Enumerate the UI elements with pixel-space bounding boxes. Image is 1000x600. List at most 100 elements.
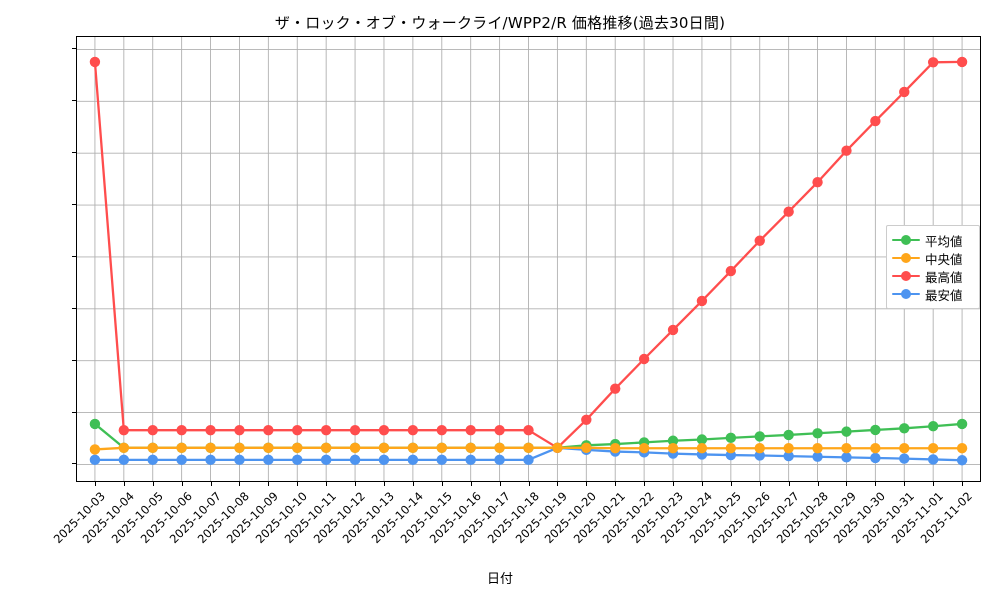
x-axis-tick-mark xyxy=(412,482,414,486)
series-point xyxy=(494,454,505,466)
legend-item[interactable]: 平均値 xyxy=(892,231,973,249)
legend-item-label: 中央値 xyxy=(925,251,963,267)
series-point xyxy=(581,442,592,453)
series-point xyxy=(927,57,939,68)
y-axis-tick-mark xyxy=(72,152,76,154)
series-point xyxy=(667,435,679,446)
series-point xyxy=(956,418,968,430)
series-point xyxy=(349,454,361,466)
series-point xyxy=(899,86,910,98)
series-point xyxy=(899,443,910,454)
y-axis-tick-mark xyxy=(72,307,76,309)
series-point xyxy=(378,442,390,453)
x-axis-tick-mark xyxy=(788,482,790,486)
series-point xyxy=(841,452,852,463)
plot-svg xyxy=(77,37,980,481)
x-axis-tick-mark xyxy=(933,482,935,486)
series-point xyxy=(870,424,881,436)
series-point xyxy=(494,424,505,436)
x-axis-tick-mark xyxy=(210,482,212,486)
legend-marker-icon xyxy=(892,251,920,265)
series-point xyxy=(465,442,476,453)
x-axis-tick-mark xyxy=(962,482,964,486)
series-point xyxy=(205,454,216,466)
series-point xyxy=(638,353,650,365)
x-axis-tick-mark xyxy=(123,482,125,486)
series-point xyxy=(956,56,968,68)
series-point xyxy=(523,442,534,453)
series-point xyxy=(176,424,187,436)
legend-item[interactable]: 最安値 xyxy=(892,285,973,303)
x-axis-tick-mark xyxy=(152,482,154,486)
y-axis-tick-mark xyxy=(72,359,76,361)
series-point xyxy=(407,424,419,436)
series-point xyxy=(147,424,158,436)
series-point xyxy=(667,324,679,336)
x-axis-tick-mark xyxy=(701,482,703,486)
legend-item[interactable]: 最高値 xyxy=(892,267,973,285)
x-axis-tick-mark xyxy=(759,482,761,486)
x-axis-tick-mark xyxy=(904,482,906,486)
series-point xyxy=(581,414,592,425)
x-axis-tick-mark xyxy=(297,482,299,486)
x-axis-tick-mark xyxy=(94,482,96,486)
legend-item-label: 最安値 xyxy=(925,287,963,303)
x-axis-label: 日付 xyxy=(486,572,513,587)
x-axis-tick-mark xyxy=(268,482,270,486)
series-point xyxy=(494,442,505,453)
series-point xyxy=(552,442,563,453)
series-point xyxy=(292,424,303,436)
series-point xyxy=(783,429,794,441)
series-point xyxy=(234,424,245,436)
x-axis-tick-mark xyxy=(355,482,357,486)
x-axis-tick-mark xyxy=(846,482,848,486)
legend-item[interactable]: 中央値 xyxy=(892,249,973,267)
legend-item-label: 平均値 xyxy=(925,233,963,249)
series-point xyxy=(870,115,881,127)
series-point xyxy=(292,454,303,466)
chart-legend[interactable]: 平均値中央値 最高値最安値 xyxy=(886,225,980,309)
x-axis-tick-mark xyxy=(817,482,819,486)
series-point xyxy=(754,450,765,461)
series-point xyxy=(667,443,679,454)
series-point xyxy=(292,442,303,453)
y-axis-tick-mark xyxy=(72,463,76,465)
series-point xyxy=(841,145,852,156)
series-point xyxy=(176,454,187,466)
series-point xyxy=(754,431,765,442)
series-point xyxy=(841,426,852,437)
plot-area xyxy=(76,36,981,482)
legend-marker-icon xyxy=(892,287,920,301)
series-point xyxy=(956,443,968,454)
series-point xyxy=(436,442,447,453)
series-point xyxy=(118,454,130,466)
x-axis-tick-mark xyxy=(730,482,732,486)
legend-marker-icon xyxy=(892,269,920,283)
series-point xyxy=(841,443,852,454)
series-point xyxy=(754,235,765,246)
series-point xyxy=(89,444,101,455)
x-axis-tick-mark xyxy=(326,482,328,486)
series-point xyxy=(234,442,245,453)
legend-marker-icon xyxy=(892,233,920,247)
series-point xyxy=(465,454,476,466)
x-axis-tick-mark xyxy=(383,482,385,486)
y-axis-tick-mark xyxy=(72,48,76,50)
series-point xyxy=(899,453,910,464)
x-axis-tick-mark xyxy=(499,482,501,486)
series-point xyxy=(523,454,534,466)
x-axis-tick-mark xyxy=(644,482,646,486)
series-point xyxy=(812,443,823,454)
series-point xyxy=(725,432,737,444)
series-point xyxy=(378,454,390,466)
series-point xyxy=(436,454,447,466)
x-axis-tick-mark xyxy=(615,482,617,486)
series-point xyxy=(263,454,274,466)
series-point xyxy=(89,418,101,430)
x-axis-tick-mark xyxy=(470,482,472,486)
series-point xyxy=(696,295,708,307)
x-axis-tick-mark xyxy=(441,482,443,486)
series-point xyxy=(263,442,274,453)
series-point xyxy=(205,424,216,436)
series-point xyxy=(812,177,823,188)
